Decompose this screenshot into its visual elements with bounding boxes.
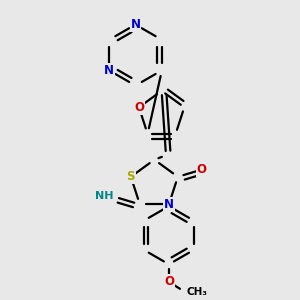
Text: CH₃: CH₃ <box>186 287 207 297</box>
Text: N: N <box>164 198 174 211</box>
Text: NH: NH <box>95 191 113 202</box>
Text: O: O <box>134 101 144 114</box>
Text: S: S <box>127 170 135 183</box>
Text: O: O <box>196 163 206 176</box>
Text: N: N <box>130 18 140 31</box>
Text: O: O <box>164 275 174 288</box>
Text: N: N <box>104 64 114 77</box>
